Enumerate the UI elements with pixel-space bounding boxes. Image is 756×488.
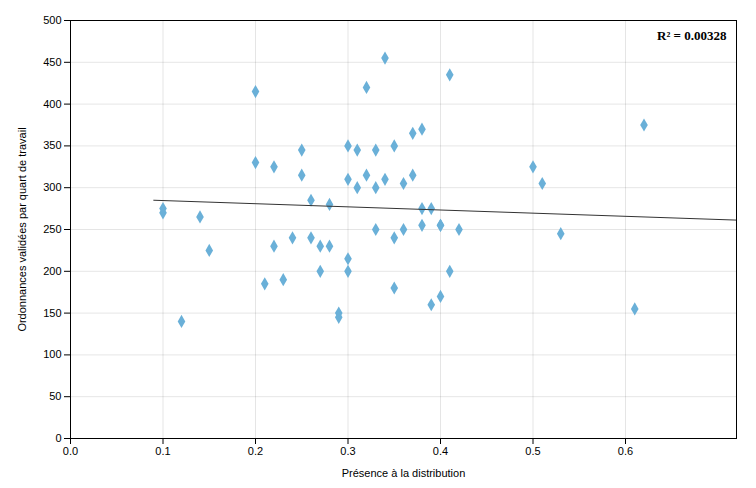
svg-text:0.1: 0.1 [155, 445, 170, 457]
svg-text:R² = 0.00328: R² = 0.00328 [657, 28, 727, 43]
svg-text:150: 150 [43, 307, 61, 319]
svg-text:Ordonnances validées par quart: Ordonnances validées par quart de travai… [16, 127, 28, 331]
svg-text:200: 200 [43, 265, 61, 277]
svg-text:Présence à la distribution: Présence à la distribution [342, 467, 466, 479]
svg-text:50: 50 [49, 390, 61, 402]
svg-text:0.4: 0.4 [433, 445, 448, 457]
svg-text:400: 400 [43, 98, 61, 110]
svg-text:350: 350 [43, 139, 61, 151]
svg-text:250: 250 [43, 223, 61, 235]
svg-text:0.3: 0.3 [340, 445, 355, 457]
svg-text:0.5: 0.5 [525, 445, 540, 457]
svg-text:300: 300 [43, 181, 61, 193]
svg-text:100: 100 [43, 348, 61, 360]
svg-text:0.2: 0.2 [248, 445, 263, 457]
svg-text:0: 0 [55, 432, 61, 444]
svg-text:450: 450 [43, 56, 61, 68]
svg-text:0.6: 0.6 [618, 445, 633, 457]
svg-text:0.0: 0.0 [63, 445, 78, 457]
svg-text:500: 500 [43, 14, 61, 26]
